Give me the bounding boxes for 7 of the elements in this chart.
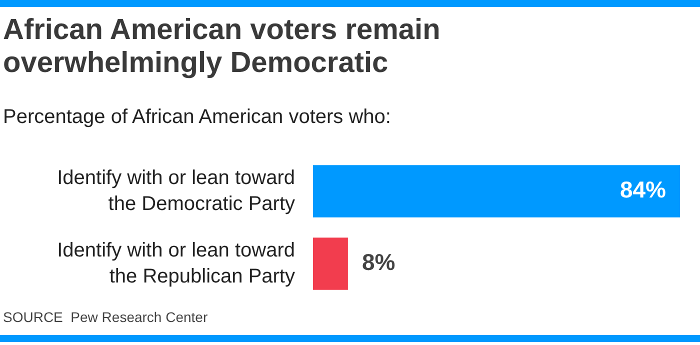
chart-subtitle: Percentage of African American voters who: <box>3 106 391 129</box>
data-label: 8% <box>362 249 396 276</box>
y-tick-label: Identify with or lean toward the Republican Party <box>57 239 295 288</box>
y-tick-label: Identify with or lean toward the Democratic Party <box>57 166 295 215</box>
chart-title: African American voters remain overwhelmingly Democratic <box>3 14 442 80</box>
source-note: SOURCE Pew Research Center <box>3 309 208 325</box>
data-label: 84% <box>620 176 666 203</box>
